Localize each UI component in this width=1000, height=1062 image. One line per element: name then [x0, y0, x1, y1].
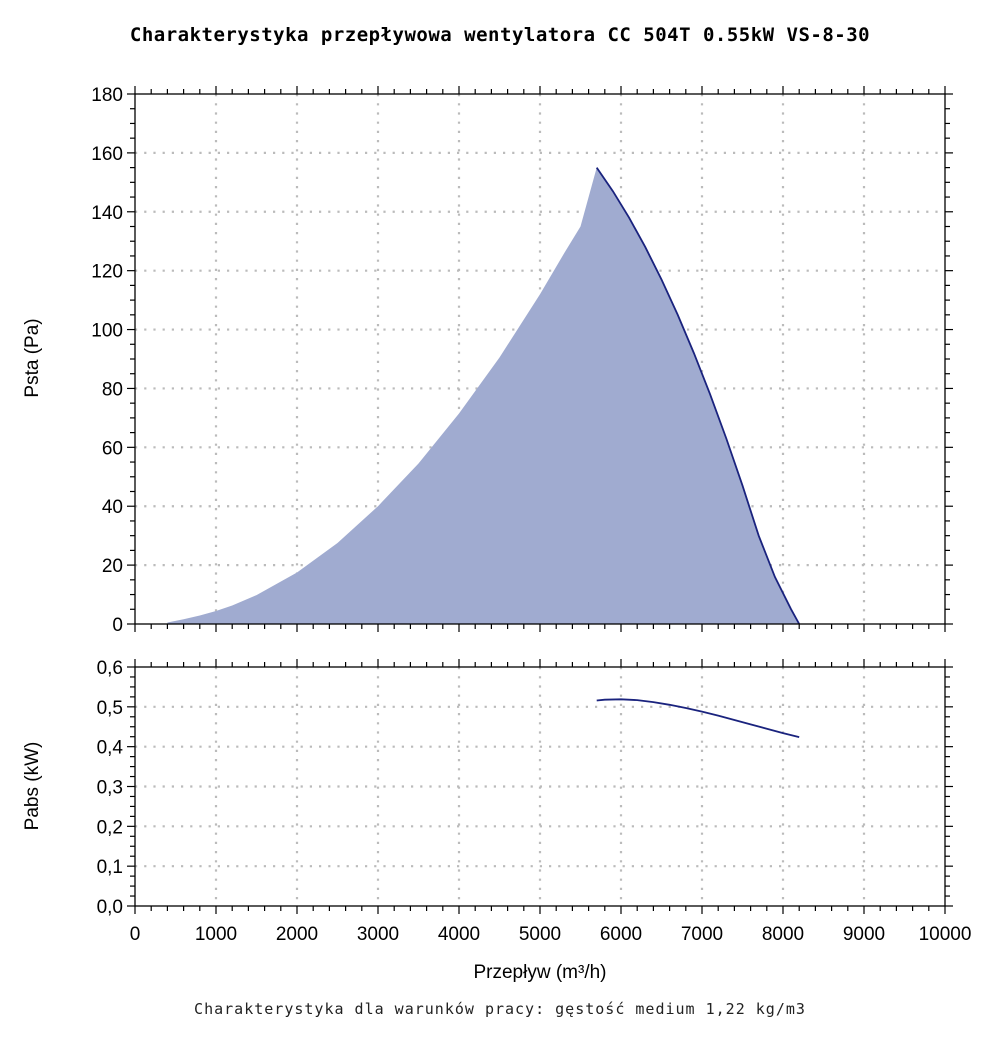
- pabs-curve: [596, 698, 800, 738]
- psta-plot: 0 20 40 60 80 100 120 140 160 180: [91, 85, 953, 636]
- psta-area: [167, 167, 800, 624]
- pabs-ytick-label: 0,2: [97, 817, 123, 838]
- psta-ytick-label: 140: [91, 203, 123, 224]
- chart-title: Charakterystyka przepływowa wentylatora …: [129, 24, 871, 46]
- x-tick-label: 1000: [195, 924, 237, 945]
- x-tick-label: 4000: [438, 924, 480, 945]
- psta-ytick-label: 0: [112, 615, 123, 636]
- x-tick-label: 7000: [681, 924, 723, 945]
- pabs-axis-label: Pabs (kW): [22, 742, 43, 831]
- psta-ytick-label: 40: [102, 497, 123, 518]
- pabs-plot: 0,0 0,1 0,2 0,3 0,4 0,5 0,6 0 1000 2000 3000 4000 50…: [97, 658, 972, 945]
- psta-ytick-label: 180: [91, 85, 123, 106]
- pabs-ytick-label: 0,3: [97, 778, 123, 799]
- pabs-ytick-label: 0,1: [97, 857, 123, 878]
- x-tick-label: 2000: [276, 924, 318, 945]
- pabs-ytick-label: 0,4: [97, 738, 124, 759]
- pabs-ytick-label: 0,6: [97, 658, 123, 679]
- przeplyw-axis-label: Przepływ (m³/h): [473, 962, 606, 983]
- psta-curve: [595, 167, 800, 625]
- x-tick-label: 8000: [762, 924, 804, 945]
- psta-ytick-label: 160: [91, 144, 123, 165]
- x-tick-label: 5000: [519, 924, 561, 945]
- psta-ytick-label: 120: [91, 262, 123, 283]
- x-tick-label: 0: [130, 924, 141, 945]
- psta-axis-label: Psta (Pa): [22, 318, 43, 397]
- x-tick-label: 9000: [843, 924, 885, 945]
- density-note: Charakterystyka dla warunków pracy: gęst…: [194, 1000, 806, 1018]
- psta-ytick-label: 20: [102, 556, 123, 577]
- x-tick-label: 6000: [600, 924, 642, 945]
- pabs-ytick-label: 0,0: [97, 897, 123, 918]
- x-tick-label: 3000: [357, 924, 399, 945]
- psta-ytick-label: 80: [102, 379, 123, 400]
- psta-ytick-label: 100: [91, 321, 123, 342]
- x-tick-label: 10000: [919, 924, 972, 945]
- pabs-ytick-label: 0,5: [97, 698, 123, 719]
- psta-ytick-label: 60: [102, 438, 123, 459]
